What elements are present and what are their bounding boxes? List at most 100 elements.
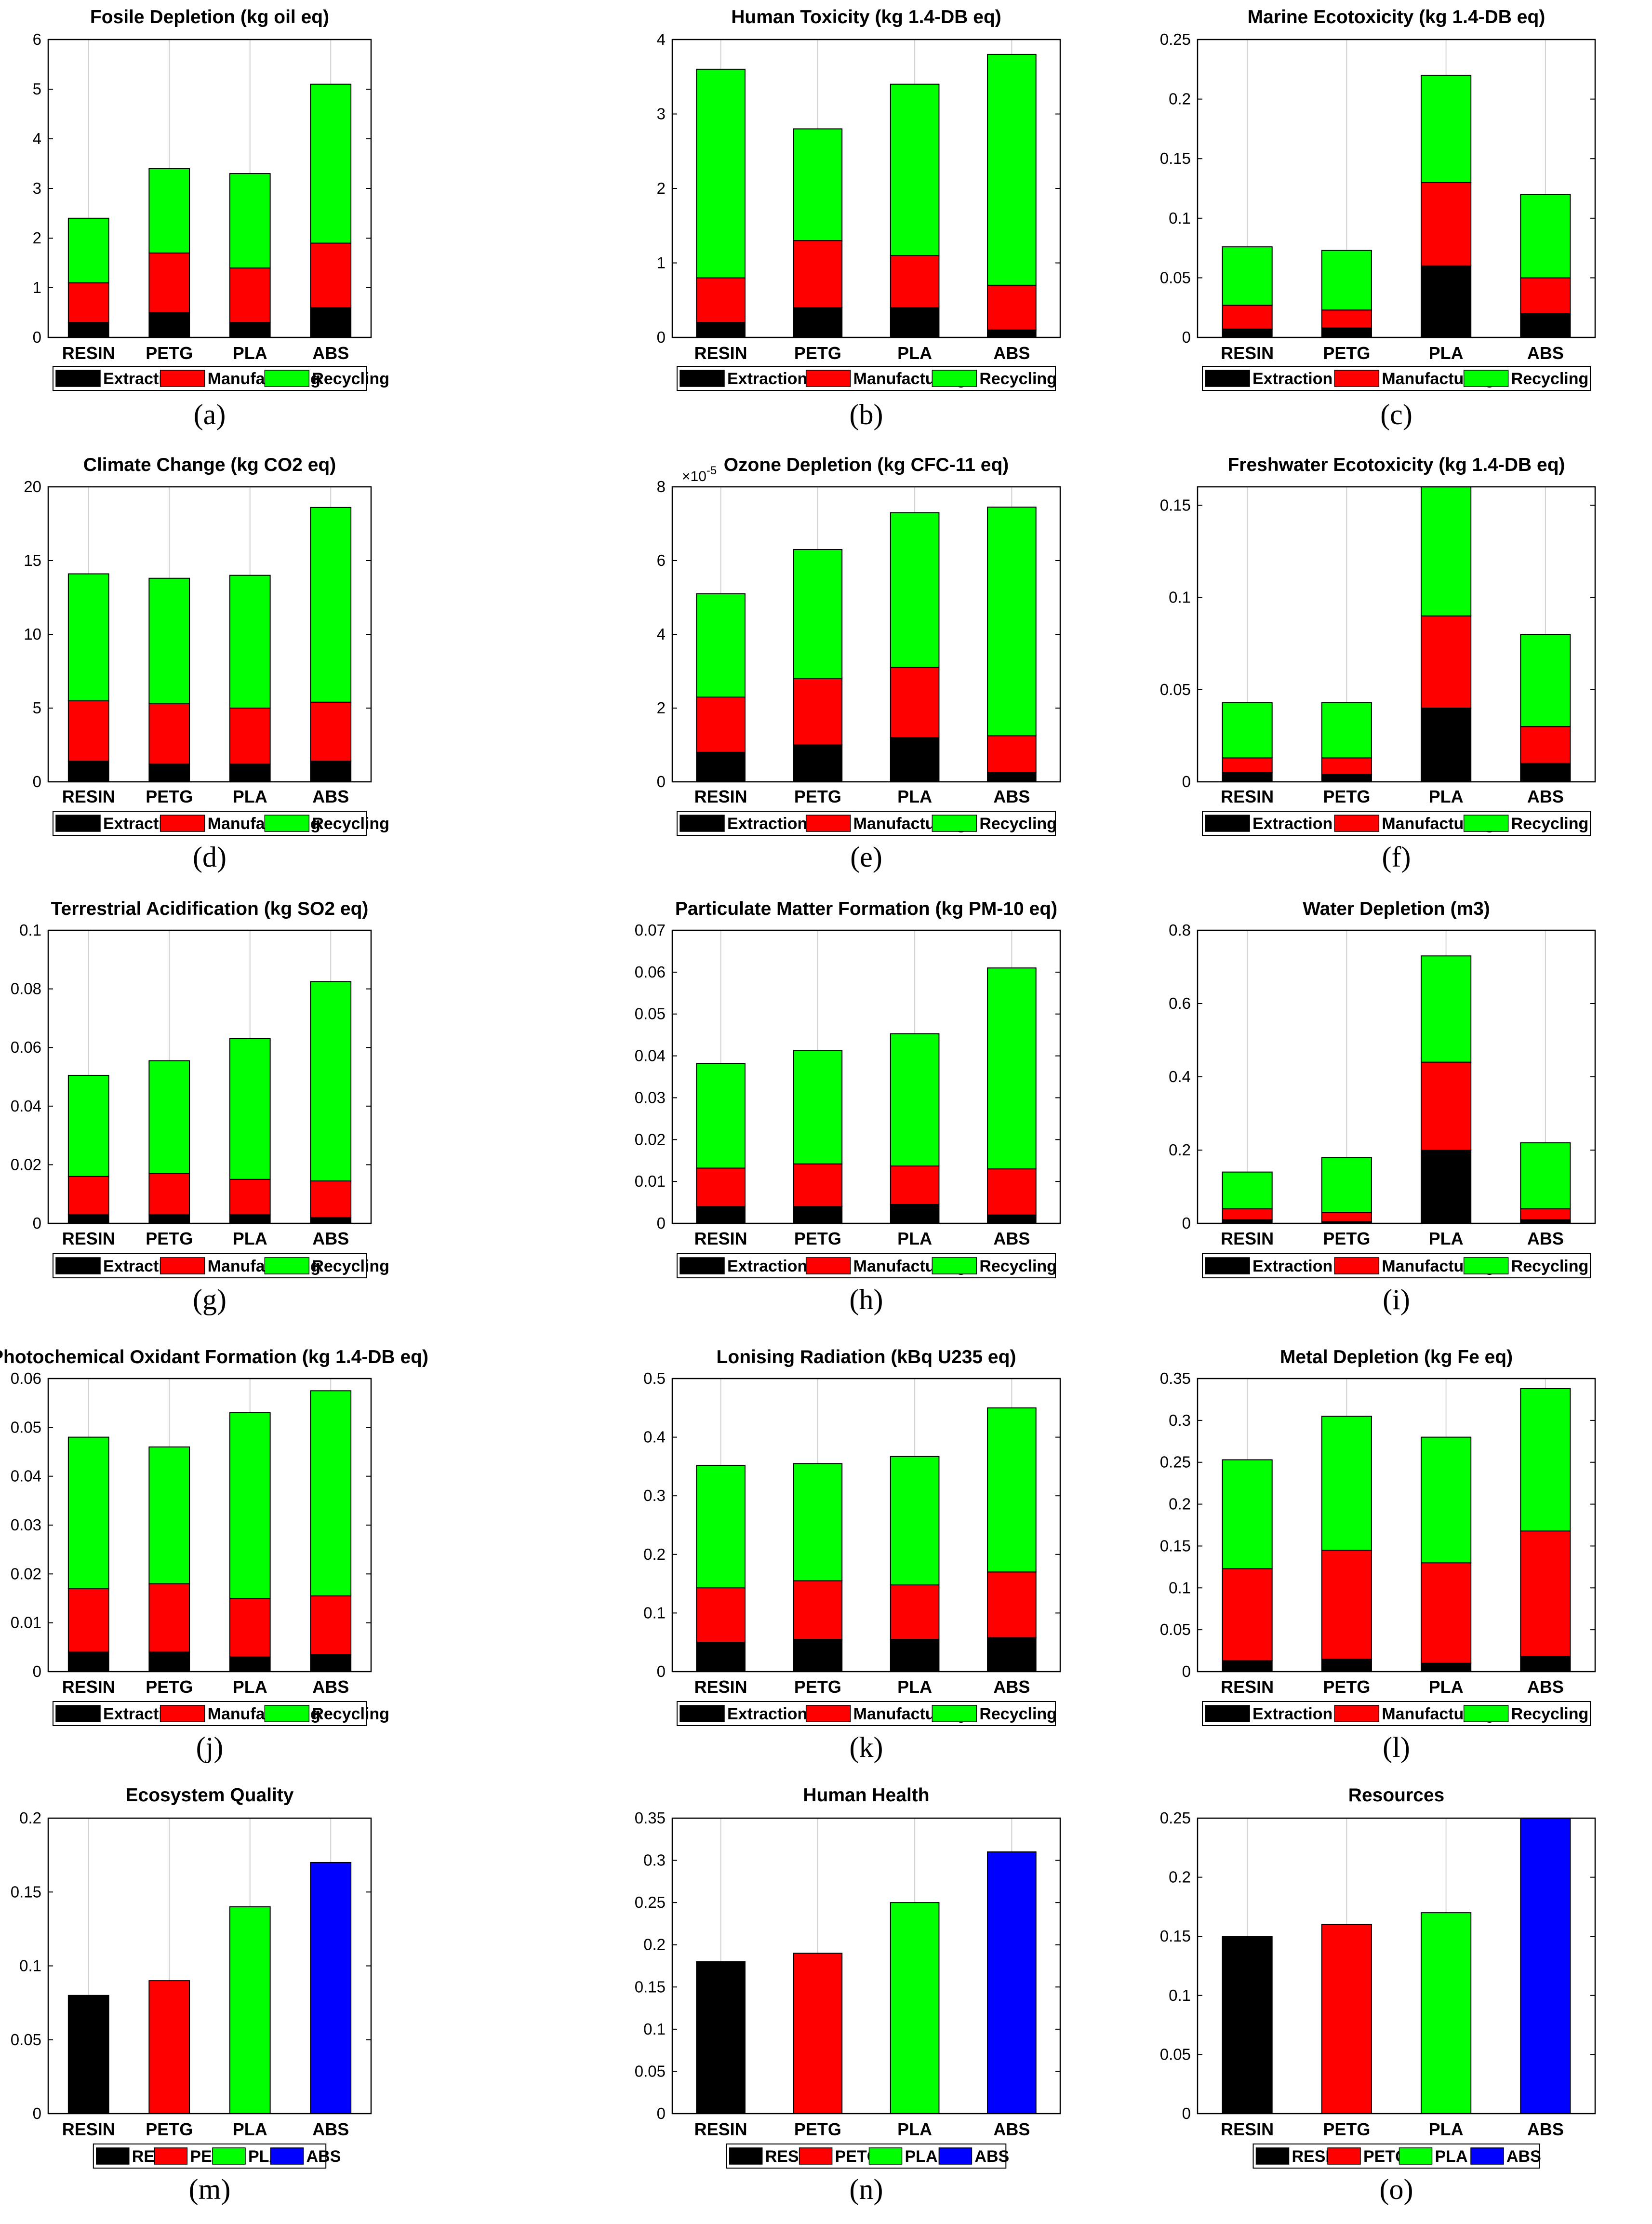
bar-segment-manufacturing (148, 1583, 190, 1653)
chart-panel: 0 2 4 6 8 ×10-5 Ozone Depletion (kg CFC-11 eq)… (657, 455, 1061, 873)
x-tick-label: ABS (312, 2119, 349, 2139)
legend-swatch-recycling (932, 1705, 977, 1722)
bar-segment-recycling (890, 512, 940, 668)
y-tick-label: 0 (1182, 328, 1191, 346)
y-tick-label: 0.05 (11, 1418, 41, 1436)
x-tick-label: PETG (1323, 343, 1370, 363)
x-tick-label: RESIN (62, 1677, 115, 1697)
bar-segment-extraction (1421, 1662, 1472, 1673)
legend-box (677, 1253, 1056, 1278)
legend-label: Recycling (1511, 370, 1589, 388)
bar-segment-extraction (1520, 313, 1571, 338)
legend-label: Recycling (312, 815, 389, 833)
legend-swatch-extraction (1205, 1705, 1250, 1722)
bar-segment-extraction (793, 744, 843, 782)
plot-area (1197, 39, 1596, 338)
plot-area (47, 929, 372, 1224)
bar-segment-manufacturing (148, 1173, 190, 1215)
y-tick-label: 0.05 (1160, 681, 1191, 698)
bar-segment-extraction (987, 772, 1037, 782)
chart-title: Ecosystem Quality (126, 1785, 294, 1806)
bar-segment-extraction (310, 307, 352, 338)
y-tick-label: 0.3 (643, 1851, 666, 1869)
subfigure-label: (f) (1382, 841, 1411, 873)
y-tick-label: 5 (33, 80, 41, 98)
bar-segment-manufacturing (793, 678, 843, 746)
bar-segment-manufacturing (1520, 1208, 1571, 1220)
chart-title: Freshwater Ecotoxicity (kg 1.4-DB eq) (1227, 455, 1565, 475)
y-tick-label: 3 (657, 105, 666, 123)
x-tick-label: RESIN (62, 787, 115, 806)
bar-segment-recycling (1222, 1459, 1273, 1569)
y-tick-label: 0.02 (635, 1130, 666, 1148)
bar-segment-recycling (1321, 1157, 1372, 1213)
subfigure-label: (k) (850, 1731, 883, 1763)
legend-label: Extraction (1252, 370, 1332, 388)
x-tick-label: PETG (794, 343, 841, 363)
bar-segment-recycling (310, 1390, 352, 1596)
bar-segment-manufacturing (1321, 309, 1372, 329)
bar-segment-recycling (793, 549, 843, 679)
bar-abs (1520, 1818, 1571, 2114)
bar-segment-recycling (696, 1063, 746, 1169)
x-tick-label: PLA (897, 787, 932, 806)
bar-segment-extraction (67, 761, 109, 783)
bar-segment-manufacturing (1421, 1562, 1472, 1664)
y-tick-label: 8 (657, 478, 666, 496)
y-tick-label: 0.2 (643, 1545, 666, 1563)
bar-segment-extraction (890, 307, 940, 338)
subfigure-label: (g) (193, 1284, 226, 1315)
bar-segment-extraction (696, 1206, 746, 1224)
y-tick-label: 0.05 (635, 1005, 666, 1023)
bar-segment-manufacturing (1222, 305, 1273, 330)
x-tick-label: ABS (993, 1677, 1030, 1697)
bar-segment-manufacturing (1222, 1208, 1273, 1220)
y-tick-label: 0.1 (643, 1604, 666, 1621)
y-tick-label: 0.03 (11, 1516, 41, 1534)
bar-segment-recycling (229, 1412, 271, 1599)
bar-segment-manufacturing (148, 703, 190, 765)
bar-segment-manufacturing (1421, 182, 1472, 267)
legend-swatch-extraction (1205, 815, 1250, 832)
y-tick-label: 0.5 (643, 1369, 666, 1387)
chart-title: Lonising Radiation (kBq U235 eq) (717, 1347, 1016, 1367)
legend-swatch-extraction (679, 1257, 725, 1274)
bar-segment-recycling (1321, 250, 1372, 311)
bar-segment-manufacturing (1520, 726, 1571, 764)
bar-segment-extraction (987, 329, 1037, 338)
bar-abs (310, 1862, 352, 2114)
legend-box (1202, 1701, 1591, 1726)
bar-segment-manufacturing (229, 267, 271, 323)
legend-box (677, 1701, 1056, 1726)
bar-segment-extraction (148, 312, 190, 338)
legend-swatch-manufacturing (805, 370, 851, 387)
y-tick-label: 0 (657, 1662, 666, 1680)
legend-swatch-recycling (1463, 1257, 1509, 1274)
legend-swatch-pla (868, 2147, 903, 2165)
legend-swatch-manufacturing (1334, 1257, 1380, 1274)
chart-panel: 0 0.05 0.1 0.15 0.2 0.25 Resources RESIN PETG PLA… (1160, 1785, 1596, 2205)
chart-panel: 0 0.05 0.1 0.15 0.2 0.25 0.3 0.35 Human Health RE… (635, 1785, 1061, 2205)
bar-segment-manufacturing (1222, 757, 1273, 773)
bar-segment-extraction (1222, 328, 1273, 338)
bar-segment-recycling (310, 981, 352, 1181)
y-tick-label: 20 (24, 478, 41, 496)
bar-pla (1421, 1912, 1472, 2114)
legend-swatch-manufacturing (160, 1705, 205, 1722)
bar-segment-recycling (793, 1463, 843, 1581)
chart-panel: 0 0.05 0.1 0.15 Freshwater Ecotoxicity (kg 1… (1160, 455, 1596, 873)
bar-segment-recycling (793, 1050, 843, 1165)
legend-label: Recycling (312, 370, 389, 388)
x-tick-label: RESIN (1221, 787, 1274, 806)
bar-resin (1222, 1936, 1273, 2114)
subfigure-label: (j) (196, 1731, 224, 1763)
bar-segment-recycling (67, 1074, 109, 1177)
legend-swatch-recycling (264, 370, 310, 387)
x-tick-label: ABS (312, 1677, 349, 1697)
legend-swatch-abs (1470, 2147, 1504, 2165)
legend-swatch-recycling (264, 815, 310, 832)
legend-swatch-resin (729, 2147, 763, 2165)
bar-segment-manufacturing (1520, 277, 1571, 314)
y-tick-label: 4 (657, 30, 666, 48)
